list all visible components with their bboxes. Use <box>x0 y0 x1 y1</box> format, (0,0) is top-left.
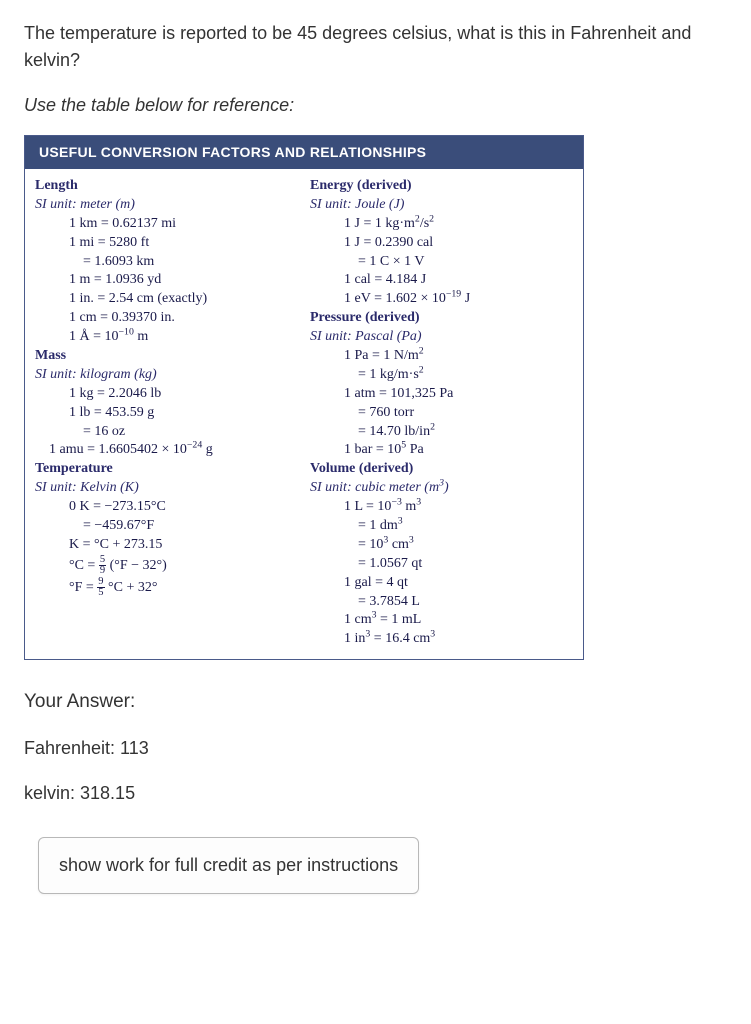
conversion-table: USEFUL CONVERSION FACTORS AND RELATIONSH… <box>24 135 584 660</box>
length-title: Length <box>35 177 298 196</box>
right-column: Energy (derived) SI unit: Joule (J) 1 J … <box>304 177 573 649</box>
answer-label: Your Answer: <box>24 688 727 717</box>
volume-cm10: = 103 cm3 <box>310 536 573 555</box>
energy-si: SI unit: Joule (J) <box>310 196 573 215</box>
mass-l1: 1 lb = 453.59 g <box>35 404 298 423</box>
energy-l1: = 1 C × 1 V <box>310 253 573 272</box>
volume-cm3: 1 cm3 = 1 mL <box>310 611 573 630</box>
volume-l10: 1 L = 10−3 m3 <box>310 498 573 517</box>
energy-l0: 1 J = 0.2390 cal <box>310 234 573 253</box>
temp-l1: = −459.67°F <box>35 517 298 536</box>
length-l4: 1 in. = 2.54 cm (exactly) <box>35 290 298 309</box>
pressure-bar: 1 bar = 105 Pa <box>310 441 573 460</box>
length-l5: 1 cm = 0.39370 in. <box>35 309 298 328</box>
volume-si: SI unit: cubic meter (m3) <box>310 479 573 498</box>
length-l3: 1 m = 1.0936 yd <box>35 271 298 290</box>
pressure-si: SI unit: Pascal (Pa) <box>310 328 573 347</box>
volume-title: Volume (derived) <box>310 460 573 479</box>
energy-l2: 1 cal = 4.184 J <box>310 271 573 290</box>
pressure-title: Pressure (derived) <box>310 309 573 328</box>
pressure-pa: 1 Pa = 1 N/m2 <box>310 347 573 366</box>
pressure-kgms: = 1 kg/m·s2 <box>310 366 573 385</box>
length-l0: 1 km = 0.62137 mi <box>35 215 298 234</box>
question-text: The temperature is reported to be 45 deg… <box>24 20 727 74</box>
table-header: USEFUL CONVERSION FACTORS AND RELATIONSH… <box>25 136 583 169</box>
length-l2: = 1.6093 km <box>35 253 298 272</box>
length-si: SI unit: meter (m) <box>35 196 298 215</box>
table-body: Length SI unit: meter (m) 1 km = 0.62137… <box>25 169 583 659</box>
temp-l2: K = °C + 273.15 <box>35 536 298 555</box>
mass-si: SI unit: kilogram (kg) <box>35 366 298 385</box>
volume-gal2: = 3.7854 L <box>310 593 573 612</box>
temp-l0: 0 K = −273.15°C <box>35 498 298 517</box>
answer-fahrenheit: Fahrenheit: 113 <box>24 735 727 762</box>
volume-gal: 1 gal = 4 qt <box>310 574 573 593</box>
feedback-container: show work for full credit as per instruc… <box>24 837 727 894</box>
temp-title: Temperature <box>35 460 298 479</box>
energy-title: Energy (derived) <box>310 177 573 196</box>
volume-in3: 1 in3 = 16.4 cm3 <box>310 630 573 649</box>
instruction-text: Use the table below for reference: <box>24 92 727 119</box>
mass-l2: = 16 oz <box>35 423 298 442</box>
answer-kelvin: kelvin: 318.15 <box>24 780 727 807</box>
temp-f: °F = 95 °C + 32° <box>35 577 298 599</box>
mass-l0: 1 kg = 2.2046 lb <box>35 385 298 404</box>
pressure-l1: = 760 torr <box>310 404 573 423</box>
energy-ev: 1 eV = 1.602 × 10−19 J <box>310 290 573 309</box>
temp-si: SI unit: Kelvin (K) <box>35 479 298 498</box>
length-angstrom: 1 Å = 10−10 m <box>35 328 298 347</box>
answer-block: Your Answer: Fahrenheit: 113 kelvin: 318… <box>24 688 727 807</box>
volume-dm: = 1 dm3 <box>310 517 573 536</box>
pressure-l0: 1 atm = 101,325 Pa <box>310 385 573 404</box>
pressure-lbin: = 14.70 lb/in2 <box>310 423 573 442</box>
left-column: Length SI unit: meter (m) 1 km = 0.62137… <box>35 177 304 649</box>
length-l1: 1 mi = 5280 ft <box>35 234 298 253</box>
volume-qt: = 1.0567 qt <box>310 555 573 574</box>
temp-c: °C = 59 (°F − 32°) <box>35 555 298 577</box>
feedback-box: show work for full credit as per instruc… <box>38 837 419 894</box>
mass-title: Mass <box>35 347 298 366</box>
mass-amu: 1 amu = 1.6605402 × 10−24 g <box>35 441 298 460</box>
energy-j1: 1 J = 1 kg·m2/s2 <box>310 215 573 234</box>
